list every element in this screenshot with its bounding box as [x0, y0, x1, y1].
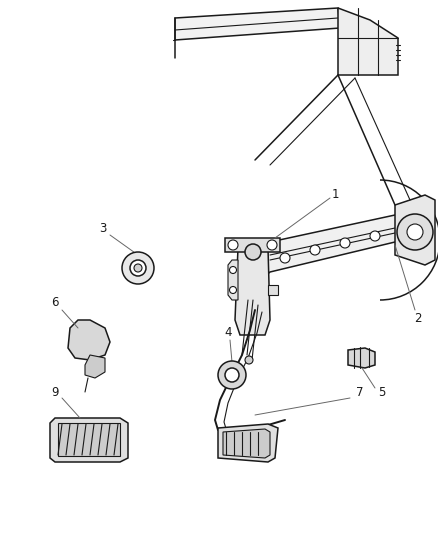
- Polygon shape: [268, 285, 278, 295]
- Polygon shape: [85, 355, 105, 378]
- Circle shape: [245, 356, 253, 364]
- Circle shape: [370, 231, 380, 241]
- Circle shape: [228, 240, 238, 250]
- Polygon shape: [395, 195, 435, 265]
- Text: 6: 6: [51, 296, 59, 310]
- Polygon shape: [228, 260, 238, 300]
- Text: 5: 5: [378, 386, 386, 400]
- Circle shape: [340, 238, 350, 248]
- Circle shape: [230, 266, 237, 273]
- Polygon shape: [175, 8, 340, 40]
- Polygon shape: [255, 215, 410, 285]
- Polygon shape: [218, 424, 278, 462]
- Polygon shape: [68, 320, 110, 360]
- Circle shape: [225, 368, 239, 382]
- Polygon shape: [235, 240, 270, 335]
- Circle shape: [130, 260, 146, 276]
- Polygon shape: [348, 348, 375, 368]
- Circle shape: [218, 361, 246, 389]
- Polygon shape: [50, 418, 128, 462]
- Polygon shape: [338, 8, 398, 75]
- Circle shape: [407, 224, 423, 240]
- Polygon shape: [58, 423, 120, 456]
- Circle shape: [267, 240, 277, 250]
- Text: 2: 2: [414, 311, 422, 325]
- Circle shape: [245, 244, 261, 260]
- Polygon shape: [223, 429, 270, 458]
- Text: 3: 3: [99, 222, 107, 235]
- Circle shape: [280, 253, 290, 263]
- Text: 9: 9: [51, 385, 59, 399]
- Circle shape: [230, 287, 237, 294]
- Circle shape: [122, 252, 154, 284]
- Circle shape: [310, 245, 320, 255]
- Text: 7: 7: [356, 386, 364, 400]
- Text: 1: 1: [331, 189, 339, 201]
- Polygon shape: [225, 238, 280, 252]
- Text: 4: 4: [224, 327, 232, 340]
- Circle shape: [134, 264, 142, 272]
- Circle shape: [397, 214, 433, 250]
